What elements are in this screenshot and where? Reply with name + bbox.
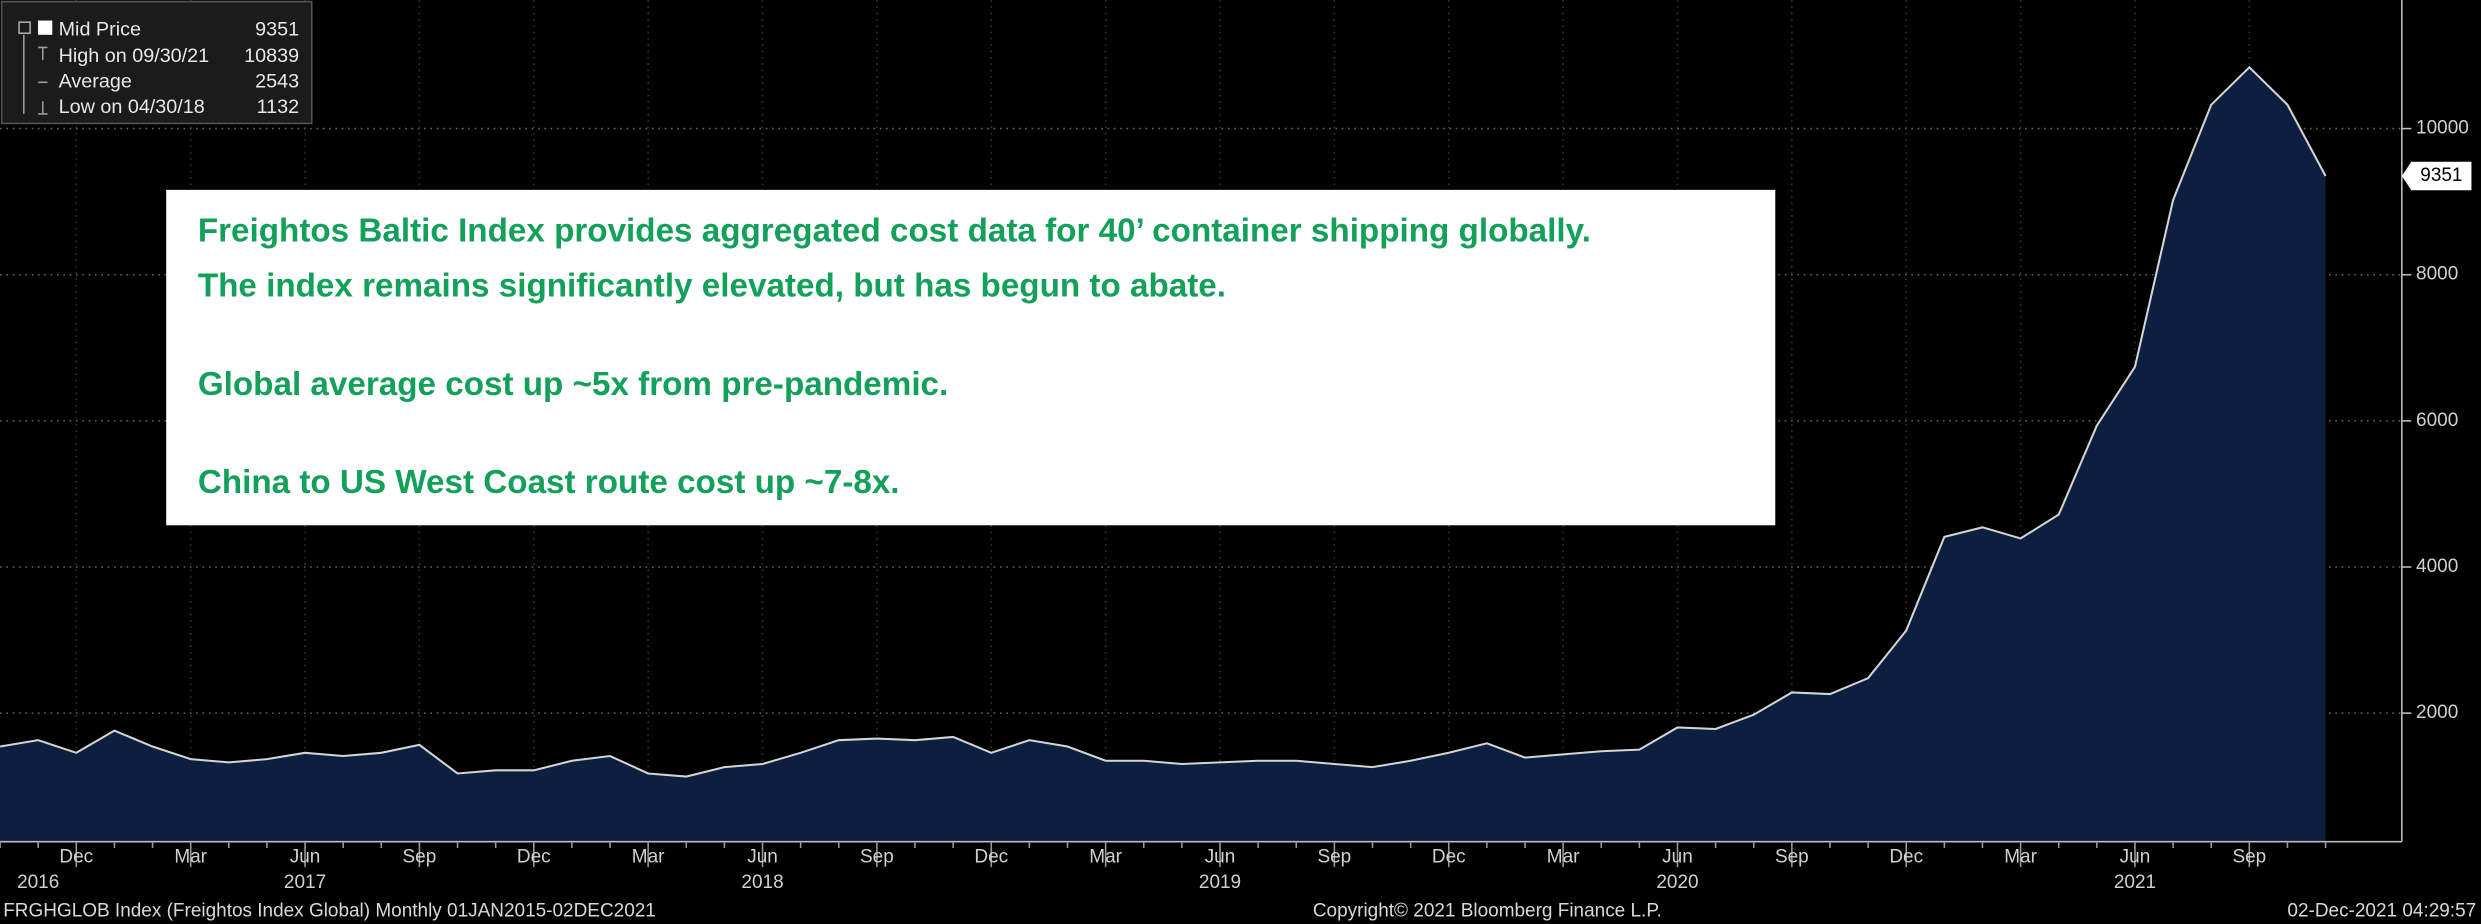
annotation-text: China to US West Coast route cost up ~7-… — [198, 464, 900, 501]
x-tick-label: Sep — [403, 847, 437, 868]
x-tick-label: Sep — [1775, 847, 1809, 868]
legend-value: 9351 — [255, 18, 299, 40]
x-tick-label: Sep — [860, 847, 894, 868]
x-tick-label: Mar — [1547, 847, 1580, 868]
legend-label: Average — [59, 70, 132, 92]
legend-label: High on 09/30/21 — [59, 45, 210, 67]
legend-swatch — [38, 20, 53, 35]
y-tick-label: 6000 — [2416, 410, 2458, 431]
x-year-label: 2017 — [284, 872, 326, 893]
x-year-label: 2021 — [2114, 872, 2156, 893]
y-tick-label: 8000 — [2416, 264, 2458, 285]
x-tick-label: Dec — [59, 847, 93, 868]
footer-left: FRGHGLOB Index (Freightos Index Global) … — [3, 900, 656, 921]
x-year-label: 2020 — [1656, 872, 1698, 893]
y-tick-label: 10000 — [2416, 118, 2469, 139]
line — [0, 65, 2327, 778]
x-tick-label: Dec — [974, 847, 1008, 868]
legend-icons — [23, 34, 48, 115]
x-tick-label: Jun — [747, 847, 778, 868]
legend-value: 10839 — [244, 45, 299, 67]
x-year-label: 2018 — [741, 872, 783, 893]
x-tick-label: Jun — [2120, 847, 2151, 868]
annotation-text: Freightos Baltic Index provides aggregat… — [198, 212, 1591, 249]
area — [0, 67, 2326, 842]
annotation-text: Global average cost up ~5x from pre-pand… — [198, 366, 948, 403]
legend-value: 2543 — [255, 70, 299, 92]
annotation-text: The index remains significantly elevated… — [198, 268, 1226, 305]
y-tick-label: 4000 — [2416, 556, 2458, 577]
x-year-label: 2016 — [17, 872, 59, 893]
legend-label: Low on 04/30/18 — [59, 96, 205, 118]
x-tick-label: Dec — [517, 847, 551, 868]
annotation: Freightos Baltic Index provides aggregat… — [166, 189, 1776, 526]
x-tick-label: Jun — [1205, 847, 1236, 868]
x-tick-label: Mar — [2004, 847, 2037, 868]
legend-value: 1132 — [257, 96, 300, 118]
y-tick-label: 2000 — [2416, 702, 2458, 723]
x-tick-label: Mar — [632, 847, 665, 868]
x-tick-label: Jun — [290, 847, 321, 868]
footer-right: 02-Dec-2021 04:29:57 — [2287, 900, 2476, 921]
x-tick-label: Sep — [1317, 847, 1351, 868]
x-tick-label: Jun — [1662, 847, 1693, 868]
legend: Mid Price 9351 High on 09/30/21 10839 Av… — [0, 0, 313, 125]
annotation-box — [166, 189, 1776, 526]
x-tick-label: Dec — [1432, 847, 1466, 868]
price-tag-label: 9351 — [2420, 165, 2462, 186]
legend-box — [0, 0, 313, 125]
x-tick-label: Dec — [1889, 847, 1923, 868]
legend-icon — [18, 21, 31, 35]
x-tick-label: Mar — [1089, 847, 1122, 868]
price-tag — [2401, 161, 2472, 191]
x-tick-label: Mar — [174, 847, 207, 868]
legend-label: Mid Price — [59, 18, 141, 40]
x-tick-label: Sep — [2232, 847, 2266, 868]
footer-center: Copyright© 2021 Bloomberg Finance L.P. — [1313, 900, 1662, 921]
x-year-label: 2019 — [1199, 872, 1241, 893]
